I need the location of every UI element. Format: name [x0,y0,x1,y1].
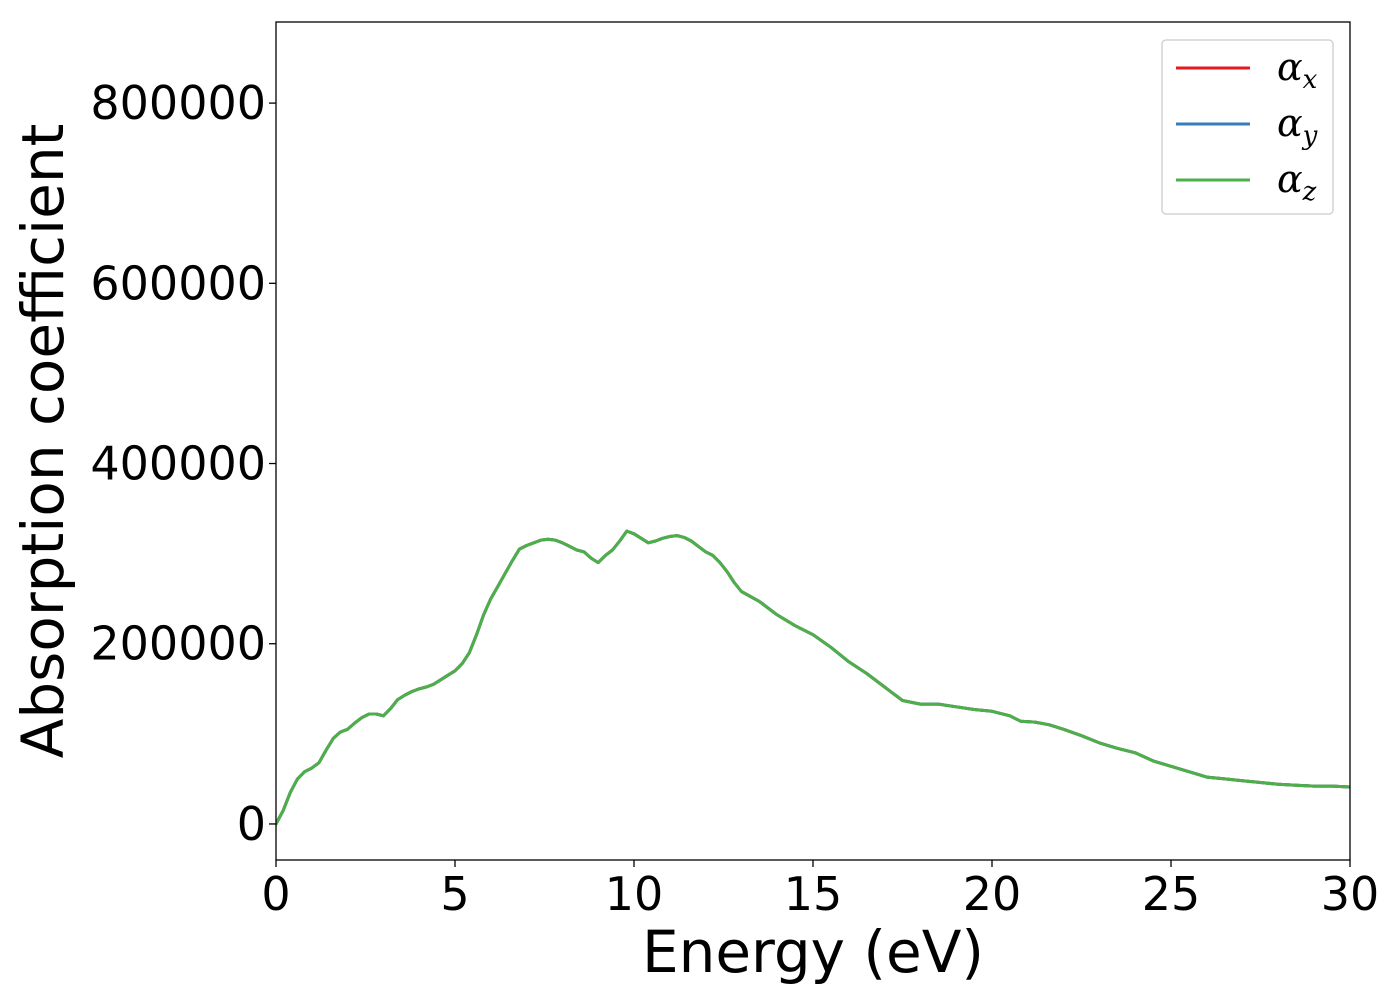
y-tick-label: 0 [237,797,266,851]
x-tick-label: 5 [440,867,469,921]
legend-label: αz [1277,157,1317,207]
x-tick-label: 0 [261,867,290,921]
x-tick-label: 25 [1142,867,1201,921]
legend-box [1161,39,1334,215]
x-tick-label: 15 [784,867,843,921]
series-layer [276,529,1350,826]
y-tick-label: 400000 [90,437,266,491]
y-axis-title: Absorption coefficient [9,124,77,759]
series-line-alpha-z [276,529,1350,826]
x-tick-label: 30 [1321,867,1380,921]
x-axis-title: Energy (eV) [642,918,984,986]
x-tick-label: 10 [605,867,664,921]
legend-label: αy [1277,101,1318,151]
y-tick-label: 800000 [90,76,266,130]
x-tick-label: 20 [963,867,1022,921]
legend: αx αy αz [1161,39,1334,215]
legend-label: αx [1277,45,1318,95]
x-axis: 0 5 10 15 20 25 30 [261,860,1379,921]
y-axis: 0 200000 400000 600000 800000 [90,76,276,851]
y-tick-label: 600000 [90,256,266,310]
y-tick-label: 200000 [90,617,266,671]
